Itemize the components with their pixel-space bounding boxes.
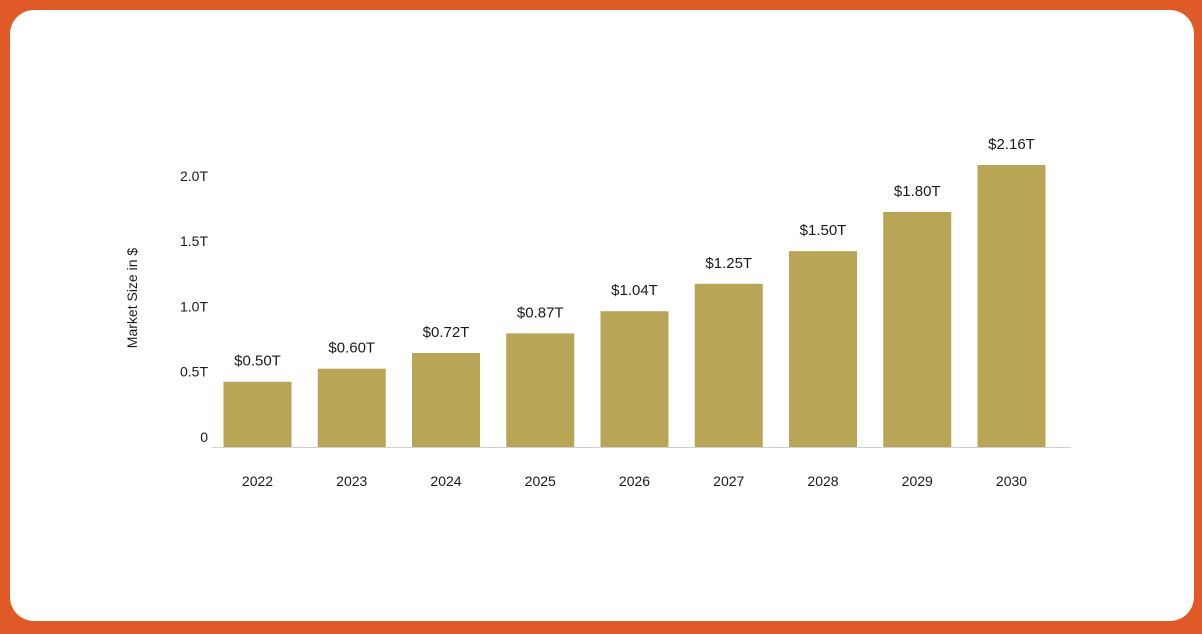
x-tick-label-2029: 2029 xyxy=(902,473,933,489)
data-label-2029: $1.80T xyxy=(894,183,941,200)
data-label-2026: $1.04T xyxy=(611,282,658,299)
bar-2023 xyxy=(317,368,386,447)
y-tick-label: 0.5T xyxy=(180,364,208,380)
x-tick-label-2030: 2030 xyxy=(996,473,1027,489)
data-label-2024: $0.72T xyxy=(423,324,470,341)
y-tick-label: 2.0T xyxy=(180,168,208,184)
bars xyxy=(223,165,1046,447)
bar-2025 xyxy=(506,333,575,447)
bar-2024 xyxy=(412,353,480,447)
bar-2029 xyxy=(883,212,952,447)
data-label-2027: $1.25T xyxy=(705,255,752,272)
x-tick-label-2026: 2026 xyxy=(619,473,650,489)
bar-2026 xyxy=(600,311,669,447)
y-tick-label: 1.0T xyxy=(180,298,208,314)
y-axis-title-group: Market Size in $ xyxy=(124,248,140,349)
x-tick-label-2023: 2023 xyxy=(336,473,367,489)
x-tick-label-2028: 2028 xyxy=(807,473,838,489)
x-tick-label-2022: 2022 xyxy=(242,473,273,489)
x-tick-label-2024: 2024 xyxy=(430,473,461,489)
y-axis-title: Market Size in $ xyxy=(124,248,140,349)
y-axis-ticks: 0 0.5T 1.0T 1.5T 2.0T xyxy=(180,168,208,445)
data-label-2023: $0.60T xyxy=(328,340,375,357)
data-label-2025: $0.87T xyxy=(517,304,564,321)
bar-2027 xyxy=(694,283,763,447)
data-labels: $0.50T $0.60T $0.72T $0.87T $1.04T $1.25T $1.5… xyxy=(234,136,1035,370)
bar-2028 xyxy=(789,251,857,447)
x-tick-label-2025: 2025 xyxy=(525,473,556,489)
x-tick-label-2027: 2027 xyxy=(713,473,744,489)
data-label-2022: $0.50T xyxy=(234,353,281,370)
data-label-2028: $1.50T xyxy=(800,222,847,239)
bar-2030 xyxy=(977,165,1046,447)
data-label-2030: $2.16T xyxy=(988,136,1035,153)
x-axis-labels: 2022 2023 2024 2025 2026 2027 2028 2029 2030 xyxy=(242,473,1027,489)
bar-2022 xyxy=(223,381,292,447)
y-tick-label: 0 xyxy=(200,429,208,445)
y-tick-label: 1.5T xyxy=(180,233,208,249)
